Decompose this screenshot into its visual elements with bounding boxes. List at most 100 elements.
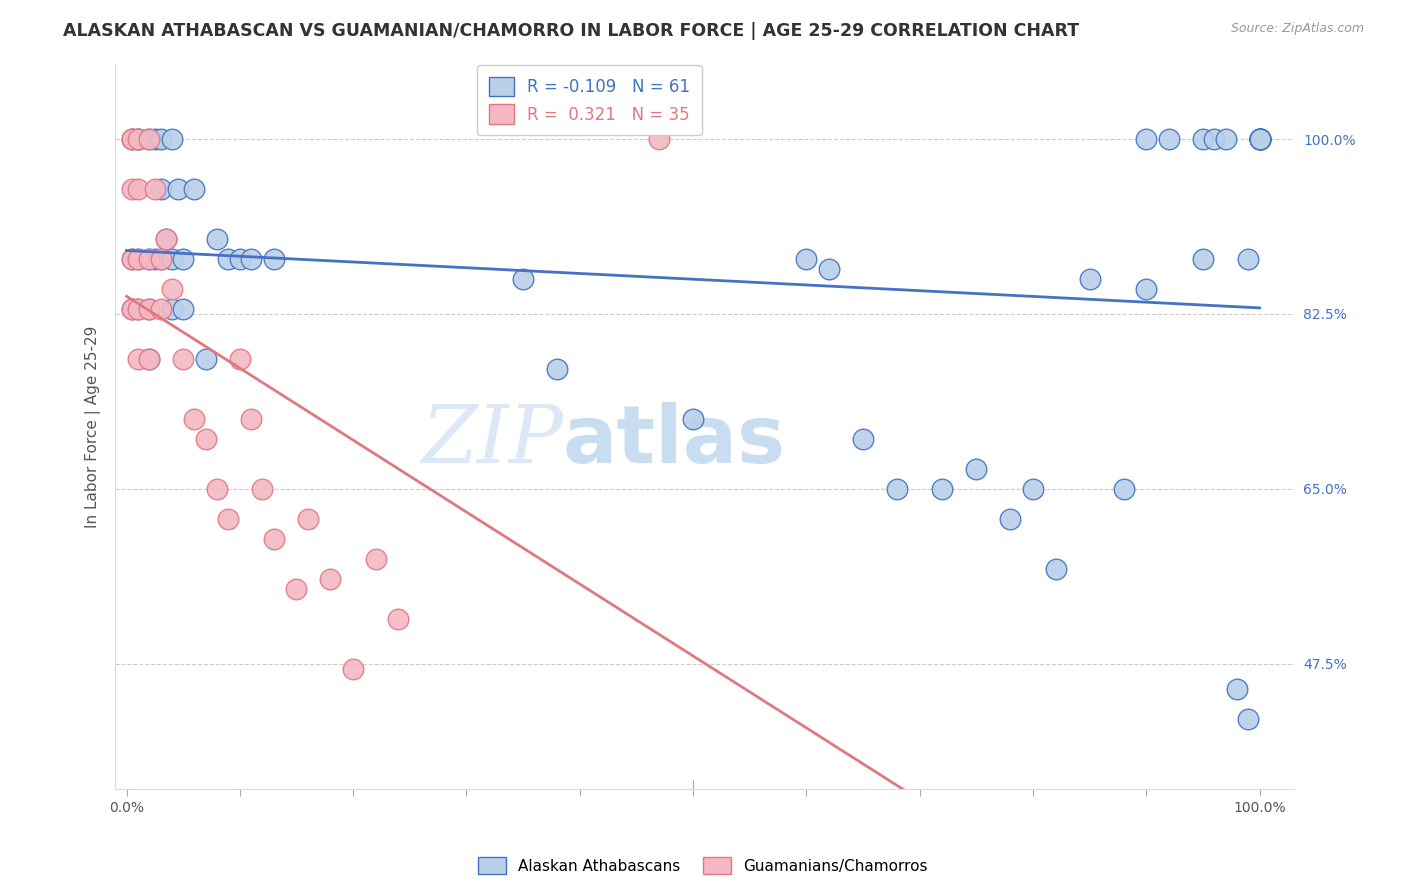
- Point: [172, 301, 194, 316]
- Point: [263, 252, 285, 266]
- Point: [1000, 512, 1022, 526]
- Point: [138, 351, 160, 366]
- Point: [121, 182, 143, 196]
- Text: ALASKAN ATHABASCAN VS GUAMANIAN/CHAMORRO IN LABOR FORCE | AGE 25-29 CORRELATION : ALASKAN ATHABASCAN VS GUAMANIAN/CHAMORRO…: [63, 22, 1080, 40]
- Point: [1045, 562, 1067, 576]
- Point: [1192, 252, 1215, 266]
- Point: [931, 482, 953, 496]
- Point: [194, 351, 217, 366]
- Point: [205, 482, 228, 496]
- Point: [121, 301, 143, 316]
- Point: [1249, 132, 1271, 146]
- Point: [127, 252, 149, 266]
- Point: [149, 252, 172, 266]
- Point: [138, 252, 160, 266]
- Point: [1215, 132, 1237, 146]
- Point: [127, 252, 149, 266]
- Point: [512, 272, 534, 286]
- Point: [127, 351, 149, 366]
- Point: [965, 462, 987, 476]
- Point: [263, 532, 285, 546]
- Point: [794, 252, 817, 266]
- Point: [1135, 282, 1157, 296]
- Legend: R = -0.109   N = 61, R =  0.321   N = 35: R = -0.109 N = 61, R = 0.321 N = 35: [477, 65, 702, 136]
- Point: [1237, 252, 1260, 266]
- Point: [149, 301, 172, 316]
- Point: [127, 132, 149, 146]
- Point: [121, 252, 143, 266]
- Point: [160, 252, 183, 266]
- Point: [1249, 132, 1271, 146]
- Text: atlas: atlas: [562, 402, 786, 480]
- Point: [143, 182, 166, 196]
- Text: ZIP: ZIP: [422, 402, 562, 480]
- Point: [172, 351, 194, 366]
- Point: [1249, 132, 1271, 146]
- Point: [155, 232, 177, 246]
- Y-axis label: In Labor Force | Age 25-29: In Labor Force | Age 25-29: [86, 326, 101, 527]
- Point: [387, 612, 409, 626]
- Point: [166, 182, 188, 196]
- Point: [229, 351, 252, 366]
- Point: [1204, 132, 1226, 146]
- Point: [149, 182, 172, 196]
- Point: [143, 252, 166, 266]
- Point: [160, 132, 183, 146]
- Point: [364, 552, 387, 566]
- Point: [121, 301, 143, 316]
- Point: [149, 252, 172, 266]
- Point: [1249, 132, 1271, 146]
- Point: [138, 301, 160, 316]
- Point: [138, 132, 160, 146]
- Point: [1135, 132, 1157, 146]
- Point: [143, 132, 166, 146]
- Point: [852, 432, 875, 446]
- Text: Source: ZipAtlas.com: Source: ZipAtlas.com: [1230, 22, 1364, 36]
- Point: [252, 482, 274, 496]
- Point: [160, 301, 183, 316]
- Point: [319, 572, 342, 586]
- Point: [1192, 132, 1215, 146]
- Point: [127, 301, 149, 316]
- Point: [342, 662, 364, 676]
- Point: [1022, 482, 1045, 496]
- Point: [218, 252, 240, 266]
- Point: [183, 412, 205, 426]
- Point: [160, 282, 183, 296]
- Point: [1112, 482, 1135, 496]
- Point: [546, 362, 568, 376]
- Point: [149, 132, 172, 146]
- Point: [218, 512, 240, 526]
- Point: [1157, 132, 1180, 146]
- Point: [121, 132, 143, 146]
- Point: [682, 412, 704, 426]
- Point: [121, 132, 143, 146]
- Point: [297, 512, 319, 526]
- Point: [121, 252, 143, 266]
- Point: [172, 252, 194, 266]
- Point: [648, 132, 671, 146]
- Point: [121, 132, 143, 146]
- Point: [1249, 132, 1271, 146]
- Legend: Alaskan Athabascans, Guamanians/Chamorros: Alaskan Athabascans, Guamanians/Chamorro…: [472, 851, 934, 880]
- Point: [138, 351, 160, 366]
- Point: [127, 182, 149, 196]
- Point: [1249, 132, 1271, 146]
- Point: [138, 132, 160, 146]
- Point: [138, 301, 160, 316]
- Point: [155, 232, 177, 246]
- Point: [127, 132, 149, 146]
- Point: [1226, 681, 1249, 696]
- Point: [194, 432, 217, 446]
- Point: [1237, 712, 1260, 726]
- Point: [138, 252, 160, 266]
- Point: [240, 252, 263, 266]
- Point: [1078, 272, 1101, 286]
- Point: [1249, 132, 1271, 146]
- Point: [240, 412, 263, 426]
- Point: [229, 252, 252, 266]
- Point: [183, 182, 205, 196]
- Point: [818, 262, 841, 277]
- Point: [127, 301, 149, 316]
- Point: [205, 232, 228, 246]
